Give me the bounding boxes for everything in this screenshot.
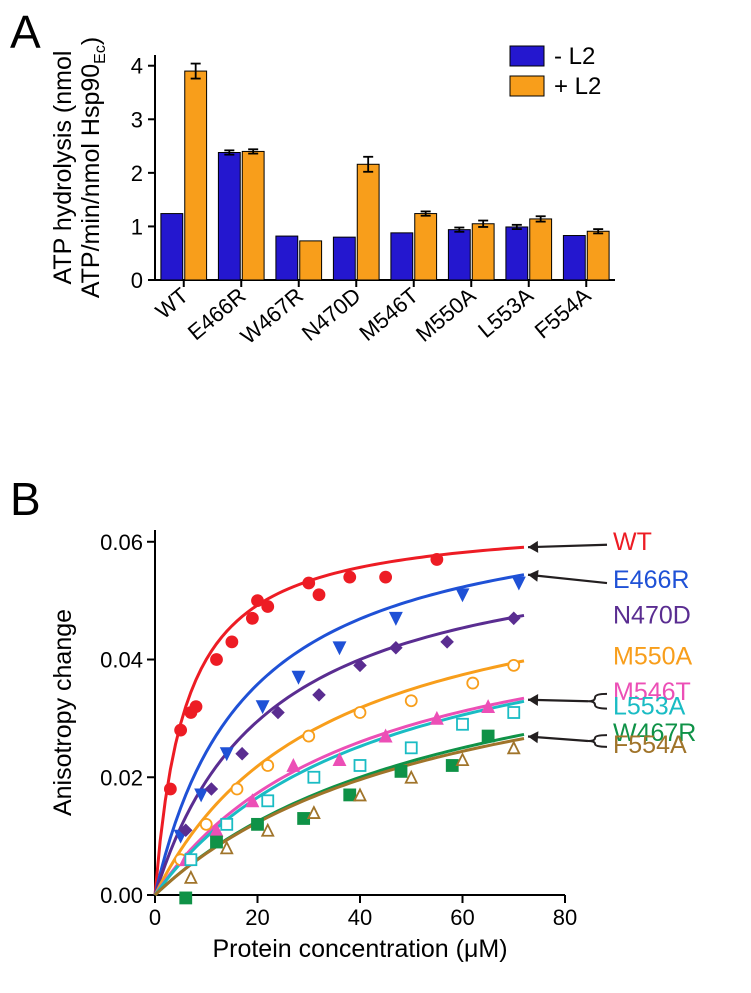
panel-a-ytick: 3 — [131, 107, 143, 132]
panel-a-ytick: 4 — [131, 54, 143, 79]
bar-minus — [563, 236, 585, 280]
arrow-head — [528, 731, 538, 743]
panel-b-xtick: 0 — [149, 905, 161, 930]
arrow-head — [528, 541, 538, 553]
panel-a-category: M550A — [411, 282, 481, 346]
panel-a-category: F554A — [530, 282, 596, 343]
arrow-head — [528, 694, 538, 706]
series-label-N470D: N470D — [613, 601, 691, 629]
bar-minus — [448, 230, 470, 280]
panel-a-category: N470D — [297, 283, 366, 346]
bar-plus — [357, 164, 379, 280]
legend-swatch-plus — [510, 76, 544, 96]
bar-minus — [276, 236, 298, 280]
panel-b-xtick: 20 — [245, 905, 269, 930]
panel-b-ytick: 0.06 — [100, 530, 143, 555]
bar-minus — [506, 227, 528, 280]
legend-minus-label: - L2 — [554, 43, 595, 70]
brace — [588, 694, 607, 709]
bar-plus — [300, 241, 322, 280]
panel-b-ytick: 0.00 — [100, 883, 143, 908]
panel-a-category: WT — [151, 283, 193, 324]
arrow-line — [528, 575, 607, 583]
bar-plus — [415, 214, 437, 280]
panel-b-xlabel: Protein concentration (μM) — [212, 935, 507, 963]
series-label-F554A: F554A — [613, 731, 687, 759]
panel-a-ytick: 1 — [131, 214, 143, 239]
panel-b-xtick: 60 — [450, 905, 474, 930]
legend-swatch-minus — [510, 46, 544, 66]
bar-plus — [472, 224, 494, 280]
arrow-line — [528, 545, 607, 547]
panel-a-category: W467R — [236, 283, 308, 349]
panel-b-label: B — [10, 473, 41, 525]
bar-plus — [587, 231, 609, 280]
series-curve-M550A — [155, 661, 524, 895]
panel-a-label: A — [10, 6, 41, 58]
bar-minus — [391, 233, 413, 280]
panel-b-xtick: 40 — [348, 905, 372, 930]
panel-a-category: M546T — [354, 283, 423, 346]
bar-plus — [185, 71, 207, 280]
legend-plus-label: + L2 — [554, 73, 601, 100]
bar-plus — [530, 219, 552, 280]
bar-plus — [242, 151, 264, 280]
brace — [588, 735, 607, 747]
panel-b-ytick: 0.04 — [100, 648, 143, 673]
bar-minus — [161, 214, 183, 280]
series-label-M550A: M550A — [613, 643, 693, 671]
panel-a-ytick: 2 — [131, 161, 143, 186]
series-label-WT: WT — [613, 528, 652, 556]
panel-a-category: L553A — [473, 282, 538, 342]
panel-b-xtick: 80 — [553, 905, 577, 930]
arrow-head — [528, 570, 539, 582]
panel-a-ytick: 0 — [131, 268, 143, 293]
bar-minus — [333, 237, 355, 280]
panel-b-ylabel: Anisotropy change — [49, 609, 77, 816]
panel-b-ytick: 0.02 — [100, 765, 143, 790]
series-label-E466R: E466R — [613, 566, 689, 594]
bar-minus — [218, 153, 240, 281]
panel-a-ylabel: ATP hydrolysis (nmolATP/min/nmol Hsp90Ec… — [49, 37, 109, 298]
series-label-L553A: L553A — [613, 693, 686, 721]
